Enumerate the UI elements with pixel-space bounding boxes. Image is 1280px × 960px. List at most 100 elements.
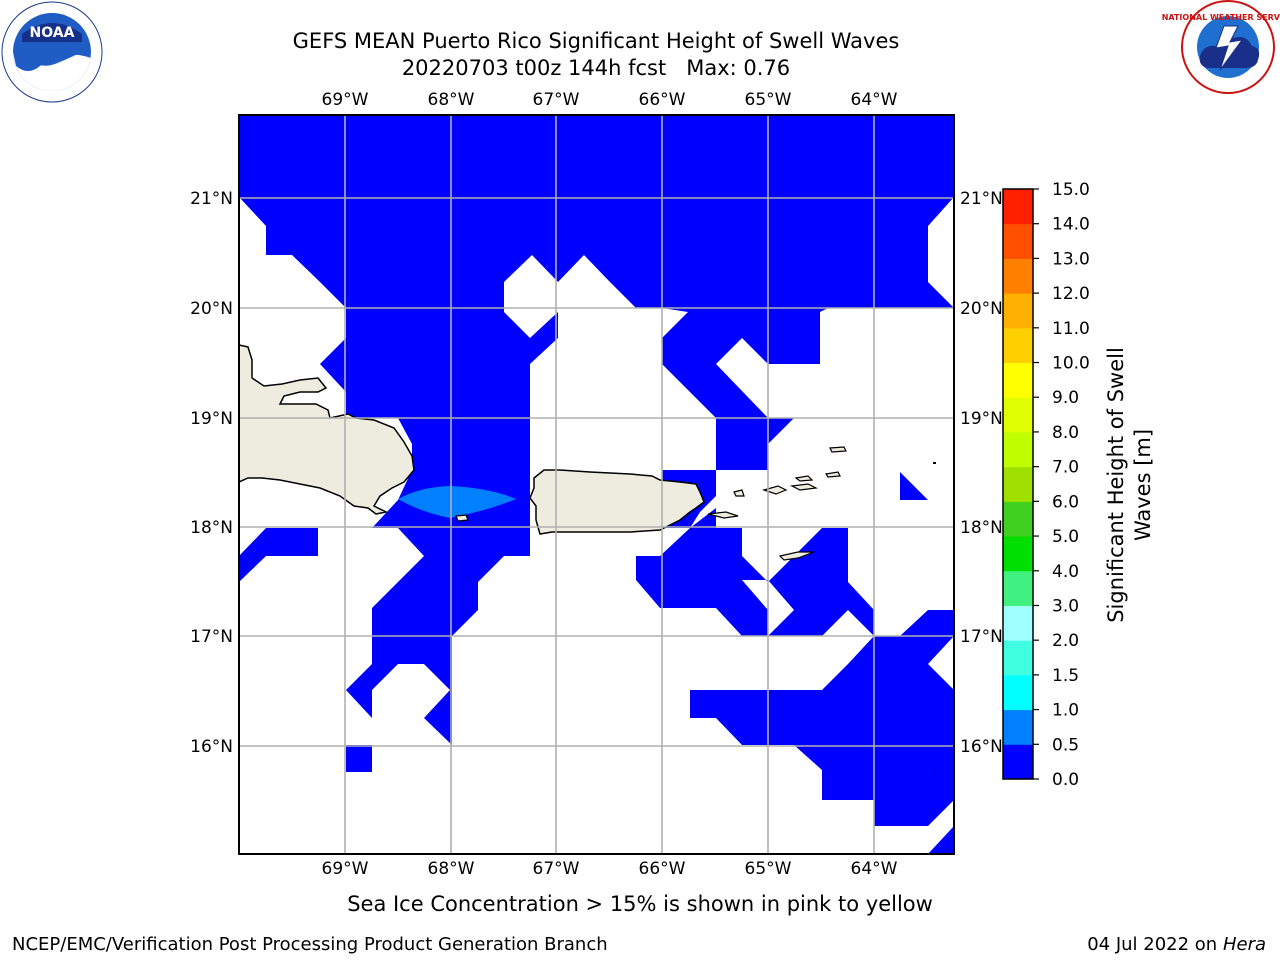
colorbar-tick-label: 14.0 (1052, 215, 1090, 235)
gridlines (239, 115, 954, 854)
colorbar: 0.0 0.5 1.0 1.5 2.0 3.0 4.0 5.0 6.0 7.0 8.0 9.0 10.0… (1002, 180, 1090, 790)
noaa-logo: NOAA (1, 1, 103, 103)
lat-tick-label: 18°N (960, 518, 1003, 538)
colorbar-segment (1003, 709, 1033, 745)
colorbar-segment (1003, 293, 1033, 329)
colorbar-segment (1003, 536, 1033, 572)
footer-date-text: 04 Jul 2022 on (1087, 934, 1223, 955)
lon-tick-label: 67°W (533, 859, 580, 879)
lat-tick-label: 20°N (960, 299, 1003, 319)
lat-tick-label: 21°N (190, 189, 233, 209)
noaa-logo-text: NOAA (30, 25, 75, 41)
colorbar-segment (1003, 327, 1033, 364)
sombrero-island (933, 462, 936, 464)
lat-tick-label: 16°N (190, 737, 233, 757)
nws-logo: NATIONAL WEATHER SERVICE (1162, 0, 1280, 94)
swell-field (239, 115, 954, 854)
lat-tick-label: 20°N (190, 299, 233, 319)
colorbar-segment (1003, 258, 1033, 294)
lon-tick-label: 64°W (851, 90, 898, 110)
colorbar-label-line1: Significant Height of Swell (1104, 347, 1128, 623)
swell-field-island-east (900, 472, 928, 500)
footer-date: 04 Jul 2022 on Hera (1087, 934, 1266, 955)
virgin-islands-d (824, 471, 841, 478)
colorbar-tick-label: 13.0 (1052, 249, 1090, 269)
colorbar-label-line2: Waves [m] (1131, 429, 1155, 541)
colorbar-tick-label: 8.0 (1052, 423, 1079, 443)
chart-subtitle: 20220703 t00z 144h fcst Max: 0.76 (402, 56, 790, 80)
colorbar-tick-label: 10.0 (1052, 354, 1090, 374)
colorbar-tick-label: 12.0 (1052, 284, 1090, 304)
anegada-island (829, 446, 847, 453)
culebra-island (733, 489, 745, 497)
colorbar-tick-label: 5.0 (1052, 527, 1079, 547)
colorbar-tick-label: 6.0 (1052, 492, 1079, 512)
colorbar-segment (1003, 640, 1033, 676)
colorbar-segment (1003, 362, 1033, 398)
lat-tick-label: 18°N (190, 518, 233, 538)
virgin-islands-a (761, 485, 788, 495)
colorbar-tick-label: 7.0 (1052, 458, 1079, 478)
colorbar-segment (1003, 674, 1033, 711)
lon-tick-label: 68°W (428, 90, 475, 110)
virgin-islands-b (789, 483, 819, 491)
puerto-rico-land (529, 469, 705, 535)
lon-tick-label: 69°W (322, 859, 369, 879)
colorbar-tick-label: 0.0 (1052, 770, 1079, 790)
footer-machine: Hera (1223, 934, 1266, 955)
footer-branch: NCEP/EMC/Verification Post Processing Pr… (12, 934, 608, 955)
swell-field-south-lobe (346, 745, 372, 772)
lat-tick-label: 19°N (190, 409, 233, 429)
lon-tick-label: 66°W (639, 859, 686, 879)
hispaniola-land (239, 344, 415, 515)
colorbar-segment (1003, 223, 1033, 259)
mona-island (455, 514, 469, 522)
sea-ice-note: Sea Ice Concentration > 15% is shown in … (347, 892, 933, 916)
colorbar-tick-label: 0.5 (1052, 735, 1079, 755)
map-frame (238, 114, 955, 855)
nws-logo-text: NATIONAL WEATHER SERVICE (1162, 13, 1280, 22)
lon-tick-label: 68°W (428, 859, 475, 879)
colorbar-tick-label: 4.0 (1052, 562, 1079, 582)
colorbar-tick-label: 11.0 (1052, 319, 1090, 339)
st-croix-island (778, 551, 815, 561)
lon-tick-label: 66°W (639, 90, 686, 110)
swell-field-mid-region (398, 486, 516, 518)
colorbar-segment (1003, 397, 1033, 433)
lon-labels-bottom: 69°W 68°W 67°W 66°W 65°W 64°W (322, 859, 898, 879)
virgin-islands-c (794, 475, 814, 482)
vieques-island (707, 511, 739, 519)
colorbar-segment (1003, 570, 1033, 606)
lat-tick-label: 21°N (960, 189, 1003, 209)
lon-labels-top: 69°W 68°W 67°W 66°W 65°W 64°W (322, 90, 898, 110)
lon-tick-label: 65°W (745, 859, 792, 879)
chart-title: GEFS MEAN Puerto Rico Significant Height… (293, 29, 900, 53)
lat-labels-left: 21°N 20°N 19°N 18°N 17°N 16°N (190, 189, 233, 757)
colorbar-segment (1003, 501, 1033, 537)
lat-tick-label: 17°N (960, 627, 1003, 647)
colorbar-tick-label: 1.5 (1052, 666, 1079, 686)
colorbar-tick-label: 1.0 (1052, 701, 1079, 721)
swell-field-low-region (239, 115, 954, 826)
lat-tick-label: 17°N (190, 627, 233, 647)
lon-tick-label: 67°W (533, 90, 580, 110)
colorbar-tick-label: 15.0 (1052, 180, 1090, 200)
colorbar-tick-label: 3.0 (1052, 596, 1079, 616)
map-panel: 69°W 68°W 67°W 66°W 65°W 64°W 69°W 68°W … (190, 90, 1003, 879)
colorbar-segment (1003, 466, 1033, 502)
lat-tick-label: 16°N (960, 737, 1003, 757)
lat-labels-right: 21°N 20°N 19°N 18°N 17°N 16°N (960, 189, 1003, 757)
lon-tick-label: 64°W (851, 859, 898, 879)
colorbar-tick-label: 9.0 (1052, 388, 1079, 408)
colorbar-tick-label: 2.0 (1052, 631, 1079, 651)
lat-tick-label: 19°N (960, 409, 1003, 429)
colorbar-frame (1002, 188, 1034, 780)
swell-field-southeast-corner (928, 826, 954, 854)
colorbar-segment (1003, 605, 1033, 641)
colorbar-segment (1003, 744, 1033, 780)
land (239, 344, 936, 561)
lon-tick-label: 69°W (322, 90, 369, 110)
colorbar-segment (1003, 431, 1033, 468)
colorbar-segment (1003, 189, 1033, 225)
